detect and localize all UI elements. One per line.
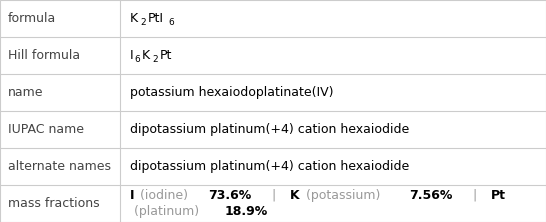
- Text: (platinum): (platinum): [130, 205, 203, 218]
- Text: alternate names: alternate names: [8, 160, 111, 173]
- Text: K: K: [130, 12, 138, 25]
- Text: potassium hexaiodoplatinate(IV): potassium hexaiodoplatinate(IV): [130, 86, 334, 99]
- Text: Pt: Pt: [160, 49, 172, 62]
- Text: PtI: PtI: [148, 12, 164, 25]
- Text: formula: formula: [8, 12, 56, 25]
- Text: Pt: Pt: [491, 189, 506, 202]
- Text: I: I: [130, 49, 134, 62]
- Text: dipotassium platinum(+4) cation hexaiodide: dipotassium platinum(+4) cation hexaiodi…: [130, 160, 410, 173]
- Text: K: K: [290, 189, 300, 202]
- Text: K: K: [142, 49, 150, 62]
- Text: 6: 6: [168, 18, 174, 28]
- Text: I: I: [130, 189, 134, 202]
- Text: dipotassium platinum(+4) cation hexaiodide: dipotassium platinum(+4) cation hexaiodi…: [130, 123, 410, 136]
- Text: 18.9%: 18.9%: [224, 205, 268, 218]
- Text: name: name: [8, 86, 44, 99]
- Text: 6: 6: [135, 56, 140, 64]
- Text: Hill formula: Hill formula: [8, 49, 80, 62]
- Text: (iodine): (iodine): [136, 189, 192, 202]
- Text: mass fractions: mass fractions: [8, 197, 99, 210]
- Text: 7.56%: 7.56%: [409, 189, 452, 202]
- Text: (potassium): (potassium): [302, 189, 385, 202]
- Text: 2: 2: [152, 56, 158, 64]
- Text: 73.6%: 73.6%: [208, 189, 251, 202]
- Text: 2: 2: [140, 18, 146, 28]
- Text: |: |: [264, 189, 284, 202]
- Text: IUPAC name: IUPAC name: [8, 123, 84, 136]
- Text: |: |: [465, 189, 485, 202]
